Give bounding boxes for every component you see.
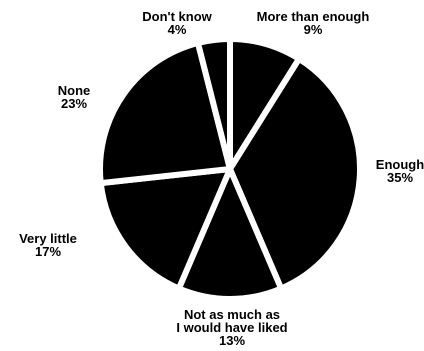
pie-label-more-than-enough: More than enough 9%	[257, 9, 370, 37]
pie-label-text: Don't know	[142, 9, 212, 24]
pie-label-text: Enough	[376, 157, 424, 172]
pie-label-value: 4%	[168, 22, 187, 37]
pie-label-don-t-know: Don't know 4%	[142, 9, 212, 37]
pie-slice-not-as-much-as-i-would-have-liked	[175, 166, 285, 303]
pie-slices	[97, 35, 364, 303]
pie-slice-none	[97, 40, 233, 187]
pie-label-none: None 23%	[58, 83, 91, 111]
pie-label-text: More than enough	[257, 9, 370, 24]
pie-label-text: Not as much as	[184, 307, 280, 322]
pie-label-text: I would have liked	[176, 320, 287, 335]
pie-slice-enough	[227, 55, 364, 292]
pie-label-very-little: Very little 17%	[19, 231, 77, 259]
pie-label-enough: Enough 35%	[376, 157, 424, 185]
pie-label-value: 9%	[304, 22, 323, 37]
pie-label-value: 13%	[219, 333, 245, 348]
pie-slice-don-t-know	[194, 35, 233, 172]
pie-label-value: 35%	[387, 170, 413, 185]
pie-slice-very-little	[97, 166, 233, 292]
pie-labels: More than enough 9% Enough 35% Not as much a…	[19, 9, 424, 348]
pie-label-not-as-much-as-i-would-have-liked: Not as much as I would have liked 13%	[176, 307, 287, 348]
pie-label-text: None	[58, 83, 91, 98]
pie-label-text: Very little	[19, 231, 77, 246]
pie-label-value: 17%	[35, 244, 61, 259]
pie-label-value: 23%	[61, 96, 87, 111]
